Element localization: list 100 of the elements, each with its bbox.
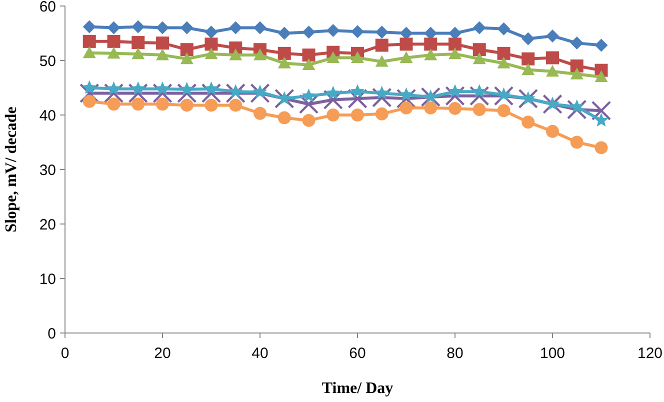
- point: [594, 38, 608, 52]
- point: [82, 80, 96, 94]
- point: [152, 83, 172, 104]
- point: [448, 38, 462, 51]
- point: [82, 34, 96, 48]
- point: [351, 51, 364, 63]
- point: [424, 101, 438, 114]
- point: [302, 88, 316, 102]
- point: [302, 58, 316, 70]
- point: [132, 47, 145, 60]
- point: [396, 88, 416, 109]
- point: [180, 43, 194, 56]
- x-tick-label: 80: [446, 345, 464, 362]
- point: [204, 81, 218, 95]
- point: [254, 48, 266, 60]
- point: [494, 86, 514, 106]
- point: [302, 48, 316, 62]
- point: [521, 91, 536, 105]
- point: [132, 36, 145, 50]
- point: [472, 43, 486, 56]
- point: [351, 25, 364, 38]
- point: [226, 83, 246, 104]
- y-tick-label: 20: [39, 216, 56, 234]
- point: [424, 38, 438, 51]
- point: [400, 26, 413, 40]
- point: [302, 114, 316, 127]
- point: [155, 81, 170, 95]
- point: [522, 32, 535, 46]
- y-tick-label: 50: [39, 52, 56, 70]
- point: [201, 83, 222, 104]
- point: [82, 46, 96, 58]
- point: [594, 141, 608, 154]
- point: [131, 81, 146, 95]
- point: [351, 108, 364, 122]
- point: [228, 84, 243, 98]
- point: [570, 99, 584, 113]
- point: [302, 26, 316, 39]
- point: [177, 83, 197, 104]
- point: [204, 38, 218, 51]
- point: [82, 94, 96, 108]
- point: [326, 24, 340, 38]
- point: [445, 86, 465, 106]
- point: [107, 21, 120, 34]
- point: [104, 83, 124, 104]
- point: [323, 90, 343, 110]
- point: [132, 98, 145, 111]
- point: [570, 59, 584, 72]
- point: [156, 36, 169, 50]
- point: [594, 112, 608, 126]
- point: [472, 103, 486, 116]
- x-tick-label: 120: [637, 345, 663, 362]
- point: [522, 63, 535, 75]
- point: [156, 98, 169, 111]
- y-axis-title: Slope, mV/ decade: [3, 106, 20, 232]
- point: [375, 107, 388, 120]
- point: [496, 87, 511, 101]
- point: [80, 83, 100, 104]
- y-tick-label: 40: [39, 107, 56, 124]
- point: [570, 68, 584, 80]
- point: [567, 100, 587, 120]
- point: [522, 116, 535, 129]
- point: [132, 20, 145, 34]
- point: [594, 70, 608, 82]
- point: [522, 52, 535, 66]
- point: [570, 136, 584, 149]
- point: [107, 46, 120, 59]
- point: [546, 51, 559, 64]
- point: [254, 106, 266, 120]
- point: [518, 88, 538, 109]
- point: [180, 98, 194, 112]
- point: [497, 104, 510, 118]
- point: [497, 56, 510, 68]
- point: [204, 26, 218, 39]
- point: [472, 84, 486, 98]
- point: [591, 100, 612, 121]
- x-tick-label: 20: [154, 345, 171, 362]
- point: [326, 86, 340, 100]
- point: [274, 88, 294, 109]
- point: [448, 26, 462, 40]
- point: [326, 51, 340, 63]
- point: [250, 83, 270, 104]
- point: [229, 48, 242, 60]
- point: [128, 83, 148, 104]
- y-tick-label: 60: [39, 0, 56, 16]
- point: [298, 94, 319, 114]
- point: [424, 26, 438, 40]
- point: [229, 21, 242, 34]
- point: [470, 86, 490, 106]
- point: [82, 20, 96, 34]
- point: [448, 102, 462, 115]
- point: [400, 51, 413, 63]
- point: [254, 21, 266, 34]
- point: [375, 55, 388, 67]
- x-tick-label: 0: [60, 345, 70, 362]
- x-tick-label: 60: [349, 345, 366, 362]
- point: [497, 46, 510, 60]
- y-tick-label: 10: [39, 270, 56, 288]
- point: [497, 22, 510, 36]
- point: [348, 88, 368, 109]
- point: [278, 26, 291, 40]
